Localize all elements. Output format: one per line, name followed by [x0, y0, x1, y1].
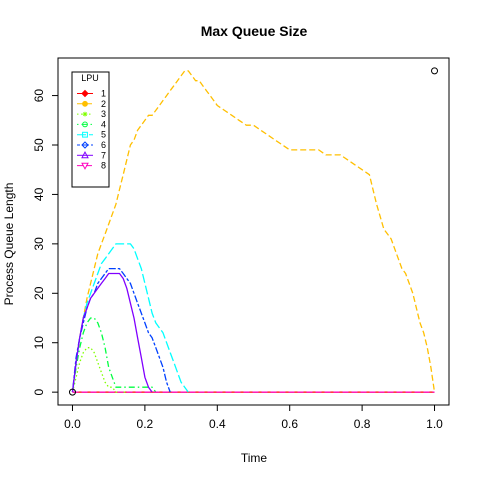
x-tick-label-2: 0.4 [209, 417, 226, 431]
legend-marker-4 [82, 121, 88, 128]
x-axis: 0.0 0.2 0.4 0.6 0.8 1.0 [64, 404, 443, 431]
legend-label-4: 4 [101, 119, 106, 129]
y-tick-label-0: 0 [32, 388, 46, 395]
legend-marker-5 [82, 131, 88, 138]
y-tick-label-3: 30 [32, 237, 46, 251]
x-tick-label-5: 1.0 [426, 417, 443, 431]
legend-label-1: 1 [101, 89, 106, 99]
legend-marker-7 [81, 151, 89, 159]
series-line-4 [71, 317, 157, 393]
series-layer [71, 70, 436, 393]
legend-label-5: 5 [101, 130, 106, 140]
chart-title: Max Queue Size [201, 23, 308, 39]
annotation-point-0 [431, 67, 439, 75]
annotation-layer [68, 67, 439, 396]
x-tick-label-4: 0.8 [354, 417, 371, 431]
legend-label-6: 6 [101, 140, 106, 150]
legend-label-7: 7 [101, 150, 106, 160]
y-axis-title: Process Queue Length [2, 183, 16, 306]
series-line-2 [71, 70, 436, 393]
legend-marker-3 [82, 111, 88, 117]
legend-label-3: 3 [101, 109, 106, 119]
x-axis-title: Time [241, 451, 268, 465]
y-tick-label-5: 50 [32, 138, 46, 152]
x-tick-label-3: 0.6 [281, 417, 298, 431]
legend-marker-8 [81, 162, 89, 170]
y-tick-label-1: 10 [32, 336, 46, 350]
legend-title: LPU [81, 73, 99, 83]
series-line-5 [71, 243, 189, 393]
y-tick-label-6: 60 [32, 89, 46, 103]
series-line-7 [71, 272, 153, 393]
y-tick-label-4: 40 [32, 187, 46, 201]
legend-marker-1 [81, 89, 89, 98]
x-tick-label-0: 0.0 [64, 417, 81, 431]
series-line-3 [71, 347, 127, 393]
legend-marker-2 [82, 100, 88, 107]
legend-marker-6 [81, 141, 89, 149]
y-axis: 0 10 20 30 40 50 60 [32, 89, 59, 395]
legend-label-2: 2 [101, 99, 106, 109]
legend-box [71, 71, 110, 188]
y-tick-label-2: 20 [32, 286, 46, 300]
legend-marker-3-stroke-3 [83, 112, 87, 117]
x-tick-label-1: 0.2 [137, 417, 154, 431]
legend-label-8: 8 [101, 161, 106, 171]
annotation-point-1 [68, 388, 76, 396]
